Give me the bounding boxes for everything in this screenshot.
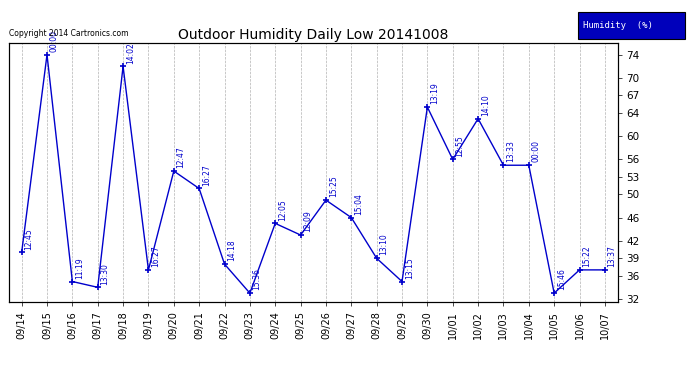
- Text: 00:00: 00:00: [531, 141, 540, 162]
- Text: 14:18: 14:18: [227, 240, 236, 261]
- Text: 12:05: 12:05: [278, 199, 287, 220]
- Text: 13:33: 13:33: [506, 141, 515, 162]
- Text: 13:10: 13:10: [380, 234, 388, 255]
- Text: 00:00: 00:00: [50, 30, 59, 52]
- Text: 15:04: 15:04: [354, 193, 363, 215]
- Text: 13:19: 13:19: [430, 82, 439, 104]
- Text: 14:02: 14:02: [126, 42, 135, 64]
- Text: Copyright 2014 Cartronics.com: Copyright 2014 Cartronics.com: [9, 28, 128, 38]
- Text: 12:55: 12:55: [455, 135, 464, 157]
- Text: 13:37: 13:37: [608, 245, 617, 267]
- Text: 12:47: 12:47: [177, 147, 186, 168]
- Text: 16:27: 16:27: [202, 164, 211, 186]
- Text: 14:10: 14:10: [481, 94, 490, 116]
- Text: 15:25: 15:25: [328, 176, 337, 197]
- Title: Outdoor Humidity Daily Low 20141008: Outdoor Humidity Daily Low 20141008: [178, 28, 448, 42]
- Text: Humidity  (%): Humidity (%): [583, 21, 653, 30]
- Text: 12:45: 12:45: [24, 228, 33, 250]
- Text: 12:09: 12:09: [304, 210, 313, 232]
- Text: 13:30: 13:30: [101, 262, 110, 285]
- Text: 15:22: 15:22: [582, 246, 591, 267]
- Text: 13:15: 13:15: [405, 257, 414, 279]
- Text: 15:36: 15:36: [253, 268, 262, 290]
- Text: 11:19: 11:19: [75, 257, 84, 279]
- Text: 16:27: 16:27: [151, 245, 160, 267]
- Text: 15:46: 15:46: [557, 268, 566, 290]
